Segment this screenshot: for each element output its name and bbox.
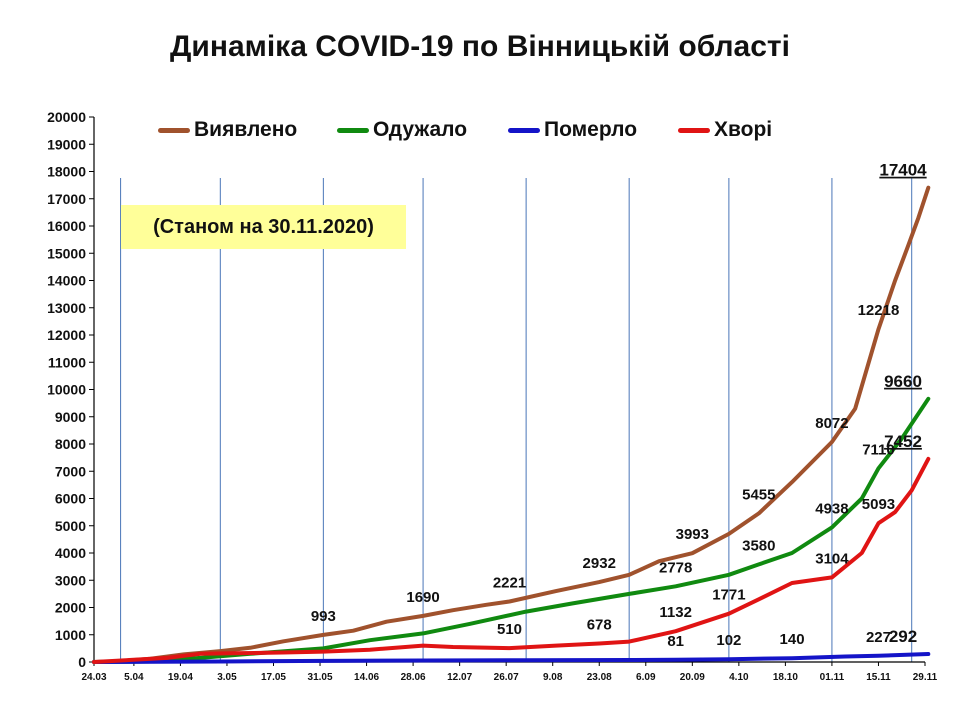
gridlines: [120, 178, 913, 662]
legend-item-recovered: Одужало: [337, 116, 467, 144]
y-tick-label: 20000: [47, 109, 86, 125]
data-label-sick: 5093: [862, 496, 895, 513]
y-tick-label: 12000: [47, 327, 86, 343]
data-label-sick: 7452: [884, 432, 922, 451]
data-label-sick: 1771: [712, 587, 745, 604]
data-label-detected: 993: [311, 608, 336, 625]
x-tick-label: 28.06: [401, 672, 426, 683]
data-label-detected: 2221: [493, 574, 526, 591]
x-tick-label: 14.06: [354, 672, 379, 683]
data-label-detected: 2932: [583, 555, 616, 572]
legend-swatch-died: [508, 127, 540, 133]
x-tick-label: 19.04: [168, 672, 193, 683]
data-label-recovered: 9660: [884, 372, 922, 391]
legend-label-died: Померло: [544, 118, 638, 141]
data-label-detected: 17404: [879, 161, 927, 180]
x-tick-label: 26.07: [494, 672, 519, 683]
x-tick-label: 17.05: [261, 672, 286, 683]
legend-label-recovered: Одужало: [373, 118, 468, 141]
x-tick-label: 6.09: [636, 672, 656, 683]
y-tick-label: 15000: [47, 245, 86, 261]
y-tick-label: 6000: [55, 491, 86, 507]
data-label-sick: 510: [497, 621, 522, 638]
x-tick-label: 15.11: [866, 672, 891, 683]
x-tick-label: 3.05: [217, 672, 237, 683]
y-tick-label: 1000: [55, 627, 86, 643]
data-label-died: 292: [889, 627, 917, 646]
x-tick-label: 23.08: [587, 672, 612, 683]
data-label-recovered: 2778: [659, 559, 692, 576]
legend-item-detected: Виявлено: [158, 116, 297, 144]
y-tick-label: 3000: [55, 572, 86, 588]
x-tick-label: 01.11: [820, 672, 845, 683]
y-tick-label: 10000: [47, 382, 86, 398]
legend-swatch-detected: [158, 127, 190, 133]
y-tick-label: 19000: [47, 136, 86, 152]
data-label-sick: 678: [587, 617, 612, 634]
data-label-sick: 1132: [659, 604, 692, 621]
data-label-detected: 8072: [815, 415, 848, 432]
y-tick-label: 18000: [47, 164, 86, 180]
axes: 0 1000 2000 3000 4000 5000 6000 7000 8000 9000 100…: [47, 109, 938, 683]
y-tick-label: 8000: [55, 436, 86, 452]
x-tick-label: 24.03: [81, 672, 106, 683]
legend-swatch-recovered: [337, 127, 369, 133]
data-label-detected: 3993: [676, 526, 709, 543]
y-tick-label: 13000: [47, 300, 86, 316]
x-tick-label: 20.09: [680, 672, 705, 683]
data-label-detected: 1690: [406, 589, 439, 606]
x-tick-label: 29.11: [913, 672, 938, 683]
legend-label-sick: Хворі: [714, 118, 773, 141]
x-tick-label: 9.08: [543, 672, 563, 683]
data-label-detected: 5455: [742, 486, 775, 503]
x-tick-label: 31.05: [308, 672, 333, 683]
x-tick-label: 4.10: [729, 672, 749, 683]
legend-item-sick: Хворі: [678, 116, 772, 144]
data-label-died: 227: [866, 629, 891, 646]
legend-label-detected: Виявлено: [194, 118, 298, 141]
y-tick-label: 4000: [55, 545, 86, 561]
y-tick-label: 11000: [48, 354, 86, 370]
y-tick-label: 0: [78, 654, 86, 670]
y-tick-label: 5000: [55, 518, 86, 534]
y-tick-label: 17000: [47, 191, 86, 207]
data-label-died: 81: [667, 633, 684, 650]
data-labels: 993 1690 2221 2932 3993 5455 8072 12218 17404 277…: [311, 161, 927, 650]
y-tick-label: 16000: [47, 218, 86, 234]
y-tick-label: 14000: [47, 273, 86, 289]
data-label-died: 140: [780, 631, 805, 648]
chart-title: Динаміка COVID-19 по Вінницькій області: [170, 30, 790, 63]
x-tick-label: 12.07: [447, 672, 472, 683]
x-tick-label: 5.04: [124, 672, 144, 683]
series-line-sick: [92, 456, 931, 664]
data-label-died: 102: [716, 632, 741, 649]
data-label-recovered: 4938: [815, 500, 848, 517]
x-tick-label: 18.10: [773, 672, 798, 683]
series-line-died: [92, 652, 931, 664]
date-note: (Станом на 30.11.2020): [121, 205, 406, 249]
y-tick-label: 7000: [55, 463, 86, 479]
legend-swatch-sick: [678, 127, 710, 133]
series-line-detected: [92, 185, 931, 664]
data-label-recovered: 3580: [742, 537, 775, 554]
y-tick-label: 9000: [55, 409, 86, 425]
y-tick-label: 2000: [55, 600, 86, 616]
series-lines: [92, 185, 931, 664]
data-label-sick: 3104: [815, 550, 849, 567]
data-label-recovered: 7110: [862, 441, 895, 458]
data-label-detected: 12218: [858, 302, 900, 319]
legend-item-died: Померло: [508, 116, 637, 144]
